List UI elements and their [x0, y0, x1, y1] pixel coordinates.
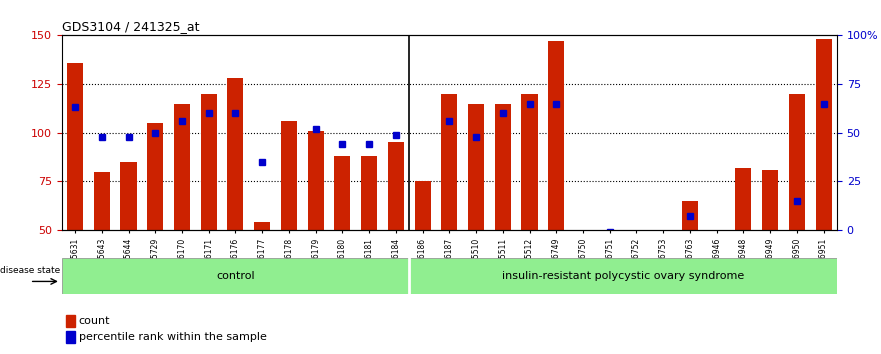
Text: control: control: [216, 271, 255, 281]
Bar: [227, 78, 243, 230]
Bar: [736, 168, 751, 230]
Bar: [174, 103, 190, 230]
Bar: [628, 230, 645, 261]
Bar: [335, 156, 351, 230]
Bar: [655, 230, 671, 261]
Text: count: count: [78, 316, 110, 326]
Bar: [468, 103, 484, 230]
Bar: [201, 94, 217, 230]
Bar: [816, 39, 832, 230]
Bar: [307, 131, 323, 230]
Bar: [415, 181, 431, 230]
Bar: [548, 41, 564, 230]
Bar: [602, 230, 618, 238]
Bar: [147, 123, 163, 230]
Text: GDS3104 / 241325_at: GDS3104 / 241325_at: [62, 20, 199, 33]
Bar: [93, 172, 110, 230]
Bar: [762, 170, 778, 230]
Bar: [67, 63, 83, 230]
Bar: [65, 331, 75, 343]
Bar: [409, 258, 837, 294]
Bar: [441, 94, 457, 230]
Text: percentile rank within the sample: percentile rank within the sample: [78, 332, 267, 342]
Text: insulin-resistant polycystic ovary syndrome: insulin-resistant polycystic ovary syndr…: [502, 271, 744, 281]
Bar: [388, 142, 403, 230]
Bar: [62, 258, 409, 294]
Bar: [788, 94, 805, 230]
Bar: [708, 230, 725, 269]
Bar: [65, 315, 75, 327]
Bar: [281, 121, 297, 230]
Bar: [495, 103, 511, 230]
Text: disease state: disease state: [0, 266, 60, 275]
Bar: [522, 94, 537, 230]
Bar: [682, 201, 698, 230]
Bar: [361, 156, 377, 230]
Bar: [254, 222, 270, 230]
Bar: [575, 230, 591, 236]
Bar: [121, 162, 137, 230]
